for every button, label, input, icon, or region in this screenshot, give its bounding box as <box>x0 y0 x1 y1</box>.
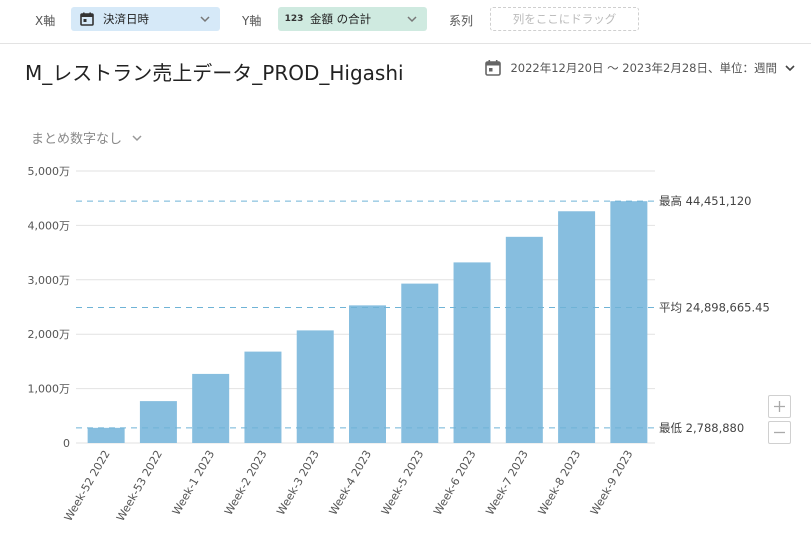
bar <box>192 373 230 443</box>
bar <box>505 236 543 443</box>
x-axis-label: X軸 <box>35 14 56 28</box>
page-title: M_レストラン売上データ_PROD_Higashi <box>25 61 404 85</box>
y-axis-label: Y軸 <box>242 14 262 28</box>
chevron-down-icon <box>200 16 210 23</box>
reference-line-label: 最高 44,451,120 <box>659 194 752 208</box>
x-tick-label: Week-1 2023 <box>170 448 218 517</box>
x-field-label: 決済日時 <box>103 12 149 26</box>
bar <box>296 330 334 443</box>
minus-icon <box>774 431 785 434</box>
bar <box>401 283 439 443</box>
y-tick-label: 0 <box>63 437 70 450</box>
date-range-text: 2022年12月20日 〜 2023年2月28日、単位：週間 <box>510 61 777 75</box>
series-label: 系列 <box>449 14 474 28</box>
zoom-in-button[interactable] <box>768 395 791 418</box>
number-icon: 123 <box>284 14 304 24</box>
y-tick-label: 4,000万 <box>28 219 71 232</box>
x-tick-label: Week-3 2023 <box>274 448 322 517</box>
x-tick-label: Week-6 2023 <box>431 448 479 517</box>
bar <box>87 427 125 443</box>
x-tick-label: Week-9 2023 <box>588 448 636 517</box>
x-field-select[interactable]: 決済日時 <box>71 7 220 31</box>
x-tick-label: Week-4 2023 <box>327 448 375 517</box>
x-tick-label: Week-2 2023 <box>222 448 270 517</box>
x-tick-label: Week-53 2022 <box>114 448 165 523</box>
y-tick-label: 5,000万 <box>28 165 71 178</box>
y-tick-label: 1,000万 <box>28 383 71 396</box>
bar <box>453 262 491 443</box>
summary-select-label: まとめ数字なし <box>31 132 123 147</box>
reference-line-label: 平均 24,898,665.45 <box>659 301 770 315</box>
plus-icon <box>774 401 785 412</box>
y-tick-label: 2,000万 <box>28 328 71 341</box>
x-tick-label: Week-7 2023 <box>483 448 531 517</box>
calendar-icon <box>79 11 95 27</box>
y-field-select[interactable]: 123 金額 の合計 <box>278 7 427 31</box>
date-range-select[interactable]: 2022年12月20日 〜 2023年2月28日、単位：週間 <box>484 59 797 77</box>
bar <box>244 351 282 443</box>
bar <box>558 211 596 443</box>
chevron-down-icon <box>132 134 142 141</box>
calendar-icon <box>485 60 502 76</box>
chevron-down-icon <box>407 16 417 23</box>
y-tick-label: 3,000万 <box>28 274 71 287</box>
bar <box>610 201 648 443</box>
x-tick-label: Week-5 2023 <box>379 448 427 517</box>
x-tick-label: Week-8 2023 <box>536 448 584 517</box>
x-tick-label: Week-52 2022 <box>62 448 113 523</box>
bar <box>349 305 386 443</box>
toolbar: X軸 決済日時 Y軸 123 金額 の合計 系列 列をここにドラッグ <box>0 0 811 44</box>
chevron-down-icon <box>785 65 795 72</box>
reference-line-label: 最低 2,788,880 <box>659 421 744 435</box>
summary-select[interactable]: まとめ数字なし <box>31 128 144 147</box>
y-field-label: 金額 の合計 <box>310 12 372 26</box>
bar <box>139 401 177 443</box>
zoom-out-button[interactable] <box>768 421 791 444</box>
series-dropzone[interactable]: 列をここにドラッグ <box>490 7 639 31</box>
